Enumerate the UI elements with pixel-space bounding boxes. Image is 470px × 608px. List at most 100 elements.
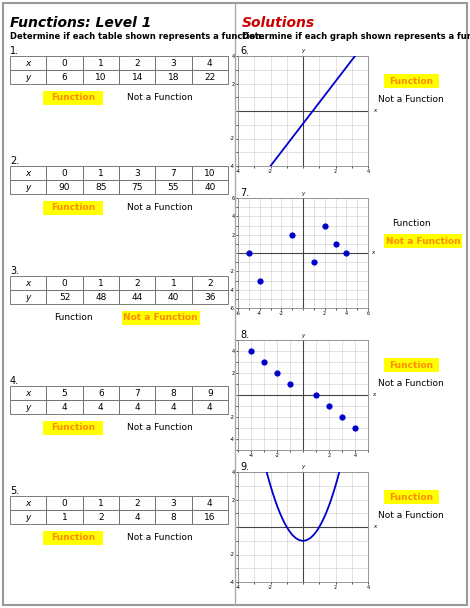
Text: 9.: 9. <box>240 462 249 472</box>
Bar <box>83 386 119 400</box>
Text: 1: 1 <box>98 168 104 178</box>
Text: 1: 1 <box>62 513 67 522</box>
Text: 3: 3 <box>171 58 176 67</box>
Text: Function: Function <box>51 424 95 432</box>
Text: y: y <box>25 513 31 522</box>
Text: 3.: 3. <box>10 266 19 276</box>
Text: Not a Function: Not a Function <box>123 314 197 322</box>
Point <box>260 357 268 367</box>
Text: 6.: 6. <box>240 46 249 56</box>
Point <box>286 379 294 389</box>
Bar <box>155 70 192 84</box>
Bar <box>83 290 119 304</box>
Text: 0: 0 <box>62 499 67 508</box>
Bar <box>384 74 439 88</box>
Bar <box>47 510 83 524</box>
Bar <box>155 386 192 400</box>
Bar <box>155 276 192 290</box>
Text: Determine if each table shown represents a function.: Determine if each table shown represents… <box>10 32 265 41</box>
Bar <box>192 276 228 290</box>
Text: 4: 4 <box>134 513 140 522</box>
Text: 8: 8 <box>171 513 176 522</box>
Text: 52: 52 <box>59 292 70 302</box>
Text: Not a Function: Not a Function <box>127 94 193 103</box>
Text: y: y <box>301 192 305 196</box>
Bar <box>47 180 83 194</box>
Bar <box>155 290 192 304</box>
Bar <box>384 358 439 372</box>
Bar <box>47 166 83 180</box>
Point <box>338 412 346 422</box>
Text: Not a Function: Not a Function <box>386 237 460 246</box>
Text: Function: Function <box>389 77 433 86</box>
Text: 6: 6 <box>62 72 67 81</box>
Text: y: y <box>25 182 31 192</box>
Bar <box>119 56 155 70</box>
Text: x: x <box>371 250 375 255</box>
Bar <box>10 70 47 84</box>
Text: 1: 1 <box>171 278 176 288</box>
Bar <box>155 56 192 70</box>
Text: Determine if each graph shown represents a function.: Determine if each graph shown represents… <box>242 32 470 41</box>
Text: 4: 4 <box>207 402 212 412</box>
Point <box>321 221 329 230</box>
Text: x: x <box>372 393 375 398</box>
Bar <box>47 386 83 400</box>
Text: 40: 40 <box>168 292 179 302</box>
Text: 2: 2 <box>134 278 140 288</box>
Text: Functions: Level 1: Functions: Level 1 <box>10 16 151 30</box>
Point <box>310 257 318 267</box>
Text: Not a Function: Not a Function <box>378 94 444 103</box>
Bar <box>47 276 83 290</box>
Text: 14: 14 <box>132 72 143 81</box>
Bar <box>10 290 47 304</box>
Text: Function: Function <box>392 218 431 227</box>
Bar <box>47 290 83 304</box>
Bar <box>119 386 155 400</box>
Point <box>273 368 281 378</box>
Text: x: x <box>25 278 31 288</box>
Text: Function: Function <box>54 314 92 322</box>
Text: x: x <box>373 525 376 530</box>
Bar <box>119 400 155 414</box>
Text: Not a Function: Not a Function <box>127 204 193 213</box>
Bar <box>10 386 47 400</box>
Text: 85: 85 <box>95 182 107 192</box>
Bar <box>10 400 47 414</box>
Text: 7: 7 <box>134 389 140 398</box>
Text: Function: Function <box>389 492 433 502</box>
Bar <box>155 400 192 414</box>
Text: 2.: 2. <box>10 156 19 166</box>
Bar <box>119 510 155 524</box>
Text: 4: 4 <box>98 402 104 412</box>
Bar <box>43 531 103 545</box>
Text: y: y <box>25 72 31 81</box>
Text: 36: 36 <box>204 292 216 302</box>
Bar <box>192 70 228 84</box>
Text: 5.: 5. <box>10 486 19 496</box>
Bar <box>47 496 83 510</box>
Bar <box>10 180 47 194</box>
Text: 22: 22 <box>204 72 215 81</box>
Text: Solutions: Solutions <box>242 16 315 30</box>
Text: 1: 1 <box>98 499 104 508</box>
Bar <box>10 166 47 180</box>
Text: 4: 4 <box>134 402 140 412</box>
Bar <box>192 400 228 414</box>
Bar <box>119 496 155 510</box>
Text: 0: 0 <box>62 168 67 178</box>
Text: 0: 0 <box>62 58 67 67</box>
Bar <box>119 166 155 180</box>
Text: x: x <box>25 168 31 178</box>
Text: 4: 4 <box>207 499 212 508</box>
Text: 55: 55 <box>168 182 179 192</box>
Text: 44: 44 <box>132 292 143 302</box>
Bar <box>10 276 47 290</box>
Bar <box>192 496 228 510</box>
Bar <box>10 56 47 70</box>
Bar <box>384 234 462 248</box>
Bar <box>192 510 228 524</box>
Bar <box>155 166 192 180</box>
Bar <box>83 276 119 290</box>
Point <box>245 248 252 258</box>
